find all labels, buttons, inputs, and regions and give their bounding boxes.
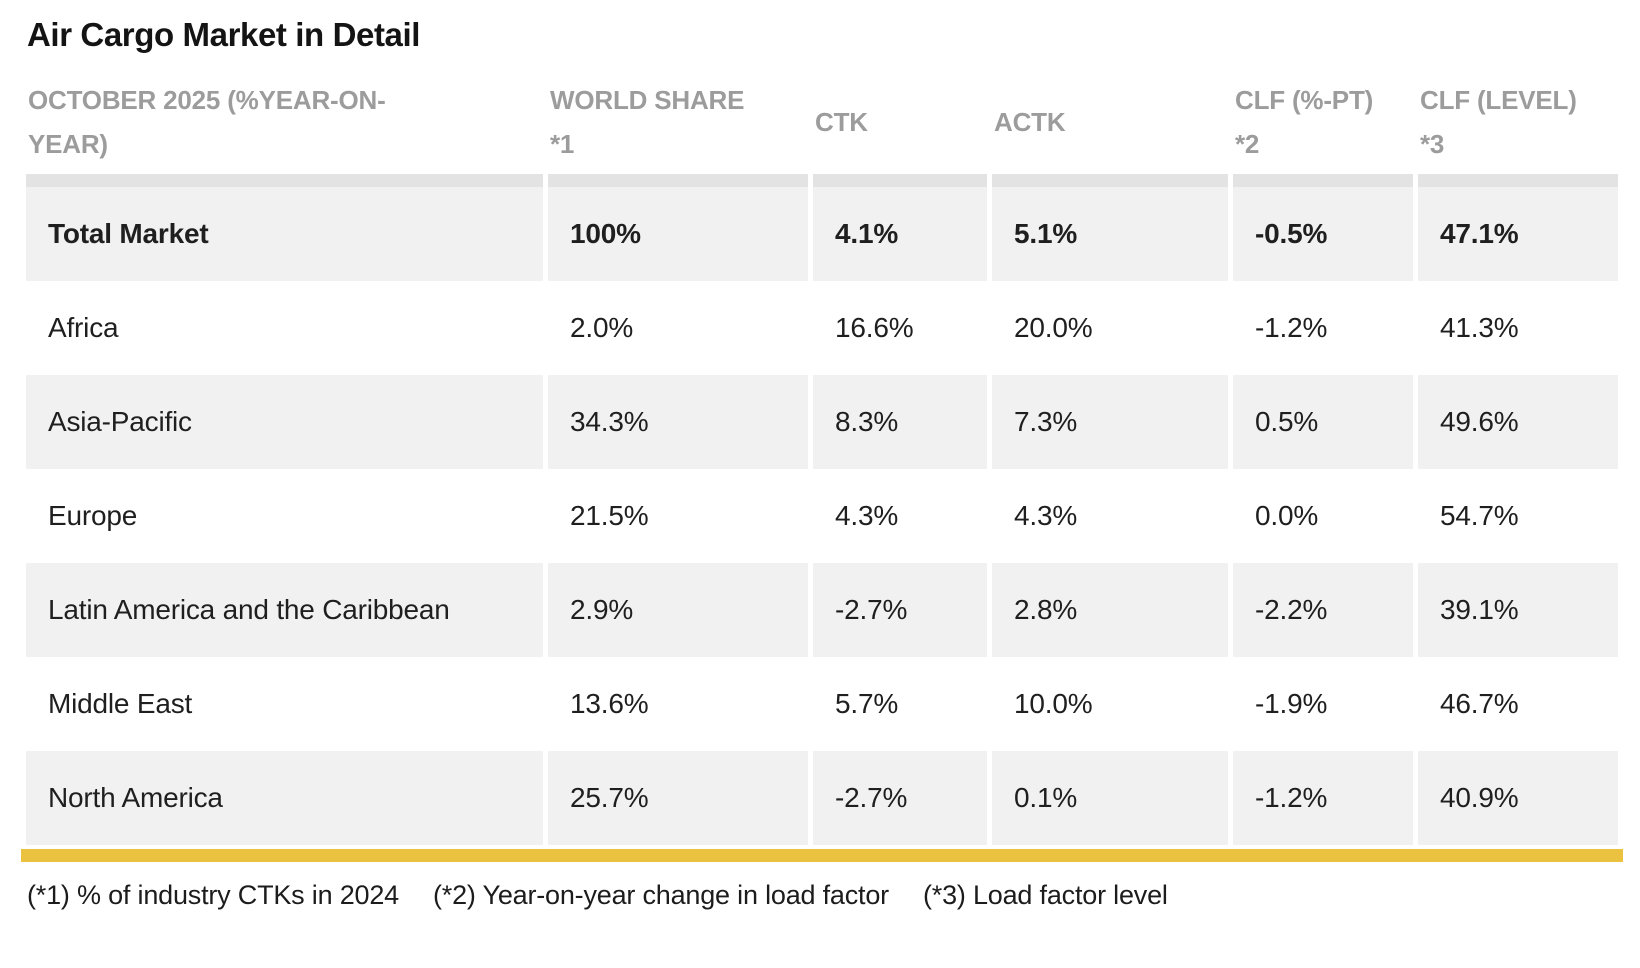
region-cell: Latin America and the Caribbean — [26, 563, 543, 657]
value-cell: 16.6% — [835, 312, 914, 343]
footnote-2: (*2) Year-on-year change in load factor — [432, 880, 889, 910]
value-cell: 20.0% — [1014, 312, 1093, 343]
value-cell: 25.7% — [548, 751, 808, 845]
value-cell: -2.7% — [813, 563, 987, 657]
header-divider-row — [26, 174, 1618, 187]
table-row-total-market: Total Market 100% 4.1% 5.1% -0.5% 47.1% — [26, 187, 1618, 281]
column-header-clf-level: CLF (LEVEL) *3 — [1418, 70, 1618, 174]
value-cell: 40.9% — [1418, 751, 1618, 845]
table-row-north-america: North America 25.7% -2.7% 0.1% -1.2% 40.9% — [26, 751, 1618, 845]
region-cell: Africa — [48, 312, 119, 343]
column-header-line: *1 — [550, 129, 575, 159]
value-cell: 2.9% — [548, 563, 808, 657]
value-cell: 21.5% — [570, 500, 649, 531]
value-cell: 41.3% — [1440, 312, 1519, 343]
value-cell: 2.0% — [570, 312, 634, 343]
value-cell: 0.5% — [1233, 375, 1413, 469]
column-header-line: *2 — [1235, 129, 1260, 159]
footnotes: (*1) % of industry CTKs in 2024 (*2) Year… — [27, 880, 1640, 911]
header-divider-strip — [1233, 174, 1413, 187]
column-header-period: OCTOBER 2025 (%YEAR-ON- YEAR) — [26, 70, 543, 174]
footnote-3: (*3) Load factor level — [922, 880, 1168, 910]
column-header-line: OCTOBER 2025 (%YEAR-ON- — [28, 85, 386, 115]
page-title: Air Cargo Market in Detail — [27, 16, 421, 53]
table-body: Total Market 100% 4.1% 5.1% -0.5% 47.1% Africa… — [26, 187, 1640, 845]
column-header-line: WORLD SHARE — [550, 85, 745, 115]
air-cargo-market-report: Air Cargo Market in Detail OCTOBER 2025 … — [21, 16, 1640, 911]
column-header-line: CLF (%-PT) — [1235, 85, 1374, 115]
value-cell: 4.1% — [813, 187, 987, 281]
value-cell: -0.5% — [1233, 187, 1413, 281]
table-row-africa: Africa 2.0% 16.6% 20.0% -1.2% 41.3% — [26, 281, 1618, 375]
value-cell: 46.7% — [1440, 688, 1519, 719]
value-cell: 5.1% — [992, 187, 1228, 281]
footnote-1: (*1) % of industry CTKs in 2024 — [27, 880, 399, 910]
value-cell: 5.7% — [835, 688, 899, 719]
value-cell: 54.7% — [1440, 500, 1519, 531]
value-cell: 13.6% — [570, 688, 649, 719]
header-divider-strip — [26, 174, 543, 187]
column-header-line: *3 — [1420, 129, 1445, 159]
region-cell: Asia-Pacific — [26, 375, 543, 469]
value-cell: 100% — [548, 187, 808, 281]
value-cell: 4.3% — [835, 500, 899, 531]
column-header-ctk: CTK — [813, 70, 987, 174]
value-cell: 39.1% — [1418, 563, 1618, 657]
value-cell: 0.1% — [992, 751, 1228, 845]
region-cell: Europe — [48, 500, 138, 531]
value-cell: 34.3% — [548, 375, 808, 469]
header-divider-strip — [992, 174, 1228, 187]
value-cell: -1.2% — [1233, 751, 1413, 845]
column-header-actk: ACTK — [992, 70, 1228, 174]
region-cell: North America — [26, 751, 543, 845]
table-row-middle-east: Middle East 13.6% 5.7% 10.0% -1.9% 46.7% — [26, 657, 1618, 751]
column-header-line: ACTK — [994, 107, 1066, 137]
value-cell: 49.6% — [1418, 375, 1618, 469]
value-cell: -1.2% — [1255, 312, 1328, 343]
table-row-europe: Europe 21.5% 4.3% 4.3% 0.0% 54.7% — [26, 469, 1618, 563]
accent-underline-bar — [21, 849, 1623, 862]
value-cell: 0.0% — [1255, 500, 1319, 531]
value-cell: 10.0% — [1014, 688, 1093, 719]
value-cell: 4.3% — [1014, 500, 1078, 531]
table-row-asia-pacific: Asia-Pacific 34.3% 8.3% 7.3% 0.5% 49.6% — [26, 375, 1618, 469]
column-header-line: CLF (LEVEL) — [1420, 85, 1577, 115]
table-row-latin-america-and-the-caribbean: Latin America and the Caribbean 2.9% -2.7%… — [26, 563, 1618, 657]
value-cell: 7.3% — [992, 375, 1228, 469]
value-cell: -1.9% — [1255, 688, 1328, 719]
value-cell: 47.1% — [1418, 187, 1618, 281]
column-header-clf-pt: CLF (%-PT) *2 — [1233, 70, 1413, 174]
table-header-row: OCTOBER 2025 (%YEAR-ON- YEAR) WORLD SHARE *… — [26, 70, 1618, 174]
column-header-world-share: WORLD SHARE *1 — [548, 70, 808, 174]
value-cell: 2.8% — [992, 563, 1228, 657]
header-divider-strip — [548, 174, 808, 187]
region-cell: Middle East — [48, 688, 193, 719]
value-cell: 8.3% — [813, 375, 987, 469]
value-cell: -2.7% — [813, 751, 987, 845]
header-divider-strip — [1418, 174, 1618, 187]
value-cell: -2.2% — [1233, 563, 1413, 657]
column-header-line: YEAR) — [28, 129, 108, 159]
region-cell: Total Market — [26, 187, 543, 281]
header-divider-strip — [813, 174, 987, 187]
column-header-line: CTK — [815, 107, 868, 137]
air-cargo-table: OCTOBER 2025 (%YEAR-ON- YEAR) WORLD SHARE *… — [26, 70, 1640, 845]
